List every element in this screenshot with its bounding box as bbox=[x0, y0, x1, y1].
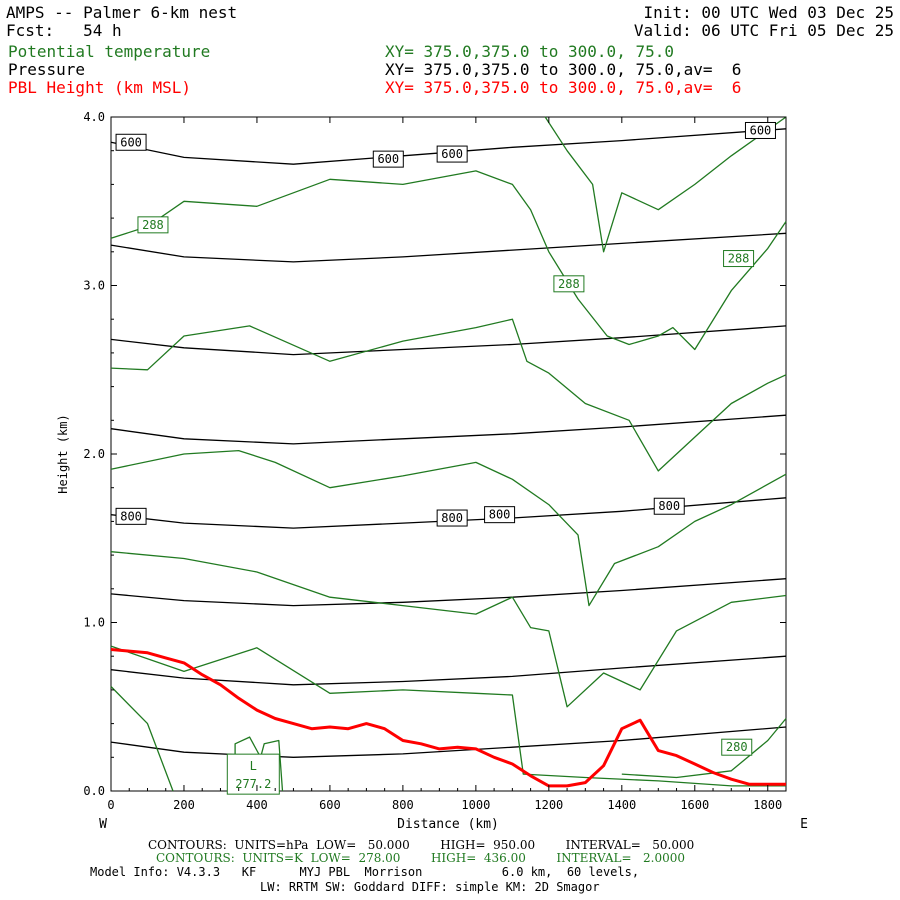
legend-potential-temperature-xy: XY= 375.0,375.0 to 300.0, 75.0 bbox=[385, 42, 674, 61]
x-tick-label-9: 1800 bbox=[753, 798, 782, 812]
theta-contour-8 bbox=[544, 116, 787, 253]
pressure-contour-1 bbox=[110, 232, 787, 263]
pressure-contour-2 bbox=[110, 325, 787, 356]
footer-pressure-contours: CONTOURS: UNITS=hPa LOW= 50.000 HIGH= 95… bbox=[148, 838, 695, 852]
x-axis-label: Distance (km) bbox=[397, 817, 499, 832]
theta-label-3: 280 bbox=[721, 738, 753, 756]
y-tick-label-0: 0.0 bbox=[83, 784, 105, 798]
x-tick-label-0: 0 bbox=[107, 798, 114, 812]
x-tick-label-3: 600 bbox=[319, 798, 341, 812]
x-tick-label-4: 800 bbox=[392, 798, 414, 812]
svg-text:600: 600 bbox=[750, 123, 772, 137]
footer-physics-info: LW: RRTM SW: Goddard DIFF: simple KM: 2D… bbox=[260, 880, 600, 894]
theta-label-2: 288 bbox=[723, 250, 755, 268]
pressure-contour-3 bbox=[110, 414, 787, 445]
theta-contour-3 bbox=[110, 551, 787, 708]
svg-text:277.2: 277.2 bbox=[235, 777, 271, 791]
pressure-label-4: 800 bbox=[115, 507, 147, 525]
x-tick-label-5: 1000 bbox=[461, 798, 490, 812]
theta-contour-5 bbox=[110, 686, 174, 792]
valid-time: Valid: 06 UTC Fri 05 Dec 25 bbox=[633, 21, 894, 40]
pressure-label-5: 800 bbox=[436, 509, 468, 527]
svg-text:800: 800 bbox=[489, 508, 511, 522]
svg-text:800: 800 bbox=[441, 511, 463, 525]
x-tick-label-1: 200 bbox=[173, 798, 195, 812]
theta-label-1: 288 bbox=[553, 275, 585, 293]
forecast-hour: Fcst: 54 h bbox=[6, 21, 122, 40]
legend-pressure: Pressure bbox=[8, 60, 86, 79]
y-tick-label-1: 1.0 bbox=[83, 616, 105, 630]
x-end-label-east: E bbox=[800, 817, 808, 832]
theta-contour-2 bbox=[110, 449, 787, 607]
x-tick-label-7: 1400 bbox=[607, 798, 636, 812]
svg-text:600: 600 bbox=[441, 147, 463, 161]
x-tick-label-6: 1200 bbox=[534, 798, 563, 812]
y-tick-label-3: 3.0 bbox=[83, 279, 105, 293]
pressure-contour-7 bbox=[110, 726, 787, 758]
x-tick-label-2: 400 bbox=[246, 798, 268, 812]
y-axis-label: Height (km) bbox=[56, 414, 70, 493]
theta-contour-1 bbox=[110, 318, 787, 472]
pressure-contour-6 bbox=[110, 655, 787, 686]
pressure-label-3: 600 bbox=[744, 121, 776, 139]
theta-contour-7 bbox=[621, 718, 787, 779]
svg-text:600: 600 bbox=[120, 135, 142, 149]
theta-contour-0 bbox=[110, 170, 787, 351]
theta-low-marker: L 277.2 bbox=[226, 753, 280, 795]
y-tick-label-2: 2.0 bbox=[83, 447, 105, 461]
svg-text:288: 288 bbox=[728, 252, 750, 266]
pressure-contour-5 bbox=[110, 578, 787, 607]
theta-label-0: 288 bbox=[137, 216, 169, 234]
plot-frame bbox=[110, 116, 787, 792]
footer-theta-contours: CONTOURS: UNITS=K LOW= 278.00 HIGH= 436.… bbox=[156, 851, 685, 865]
svg-text:280: 280 bbox=[726, 740, 748, 754]
pressure-label-0: 600 bbox=[115, 133, 147, 151]
x-end-label-west: W bbox=[99, 817, 107, 832]
pbl-height-line bbox=[110, 648, 786, 788]
legend-potential-temperature: Potential temperature bbox=[8, 42, 211, 61]
pressure-label-7: 800 bbox=[653, 497, 685, 515]
legend-pbl-height: PBL Height (km MSL) bbox=[8, 78, 192, 97]
legend-pressure-xy: XY= 375.0,375.0 to 300.0, 75.0,av= 6 bbox=[385, 60, 742, 79]
legend-pbl-height-xy: XY= 375.0,375.0 to 300.0, 75.0,av= 6 bbox=[385, 78, 742, 97]
y-tick-label-4: 4.0 bbox=[83, 110, 105, 124]
x-tick-label-8: 1600 bbox=[680, 798, 709, 812]
footer-model-info: Model Info: V4.3.3 KF MYJ PBL Morrison 6… bbox=[90, 865, 640, 879]
svg-text:800: 800 bbox=[658, 499, 680, 513]
init-time: Init: 00 UTC Wed 03 Dec 25 bbox=[643, 3, 894, 22]
model-title: AMPS -- Palmer 6-km nest bbox=[6, 3, 238, 22]
svg-text:600: 600 bbox=[377, 152, 399, 166]
svg-text:288: 288 bbox=[142, 218, 164, 232]
theta-contour-4 bbox=[110, 645, 786, 787]
svg-text:L: L bbox=[250, 759, 257, 773]
pressure-label-1: 600 bbox=[372, 150, 404, 168]
svg-text:800: 800 bbox=[120, 509, 142, 523]
pressure-label-6: 800 bbox=[484, 506, 516, 524]
pressure-contour-4 bbox=[110, 497, 787, 529]
svg-text:288: 288 bbox=[558, 277, 580, 291]
pressure-label-2: 600 bbox=[436, 145, 468, 163]
